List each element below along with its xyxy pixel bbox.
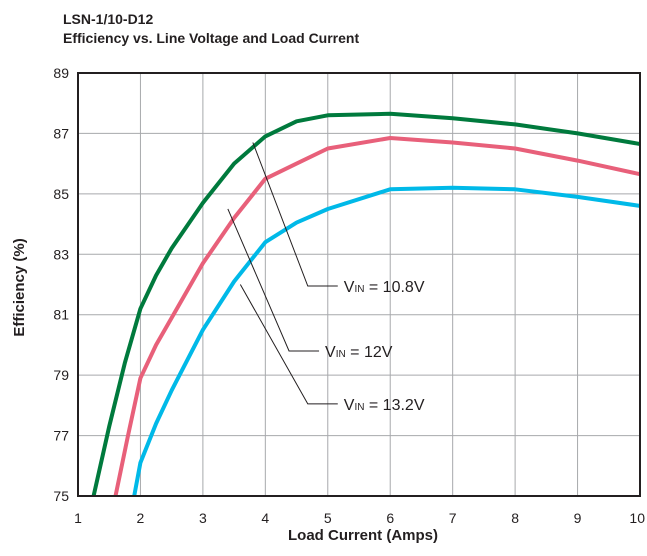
- x-tick-label-4: 4: [261, 510, 269, 526]
- x-tick-label-3: 3: [199, 510, 207, 526]
- x-tick-label-1: 1: [74, 510, 82, 526]
- annotation-label-1: VIN = 10.8V: [344, 279, 425, 296]
- y-axis-label: Efficiency (%): [11, 238, 28, 336]
- annotation-label-2: VIN = 12V: [325, 344, 393, 361]
- y-tick-label-79: 79: [53, 367, 69, 383]
- chart-title: LSN-1/10-D12: [63, 11, 154, 27]
- series-line-2: [113, 136, 640, 496]
- y-tick-label-87: 87: [53, 125, 69, 141]
- x-tick-labels: 1 2 3 4 5 6 7 8 9 10: [74, 510, 645, 526]
- y-tick-label-77: 77: [53, 428, 69, 444]
- annotations: VIN = 10.8V VIN = 12V VIN = 13.2V: [227, 142, 425, 414]
- y-tick-labels: 75 77 79 81 83 85 87 89: [53, 65, 69, 504]
- y-tick-label-81: 81: [53, 307, 69, 323]
- x-tick-label-7: 7: [449, 510, 457, 526]
- y-tick-label-83: 83: [53, 246, 69, 262]
- y-tick-label-75: 75: [53, 488, 69, 504]
- x-tick-label-5: 5: [324, 510, 332, 526]
- x-tick-label-8: 8: [511, 510, 519, 526]
- x-tick-label-9: 9: [574, 510, 582, 526]
- annotation-leader-3: [239, 284, 338, 405]
- annotation-leader-2: [227, 208, 320, 352]
- x-tick-label-2: 2: [137, 510, 145, 526]
- y-tick-label-89: 89: [53, 65, 69, 81]
- title-block: LSN-1/10-D12 Efficiency vs. Line Voltage…: [63, 10, 359, 48]
- x-axis-label: Load Current (Amps): [288, 527, 438, 544]
- chart-subtitle: Efficiency vs. Line Voltage and Load Cur…: [63, 30, 360, 46]
- y-tick-label-85: 85: [53, 186, 69, 202]
- x-tick-label-10: 10: [629, 510, 645, 526]
- series-line-1: [91, 111, 640, 496]
- annotation-leader-1: [252, 142, 338, 287]
- series-line-3: [132, 185, 640, 496]
- annotation-label-3: VIN = 13.2V: [344, 397, 425, 414]
- x-tick-label-6: 6: [386, 510, 394, 526]
- plot-frame: [77, 72, 641, 497]
- series-lines: [91, 111, 640, 496]
